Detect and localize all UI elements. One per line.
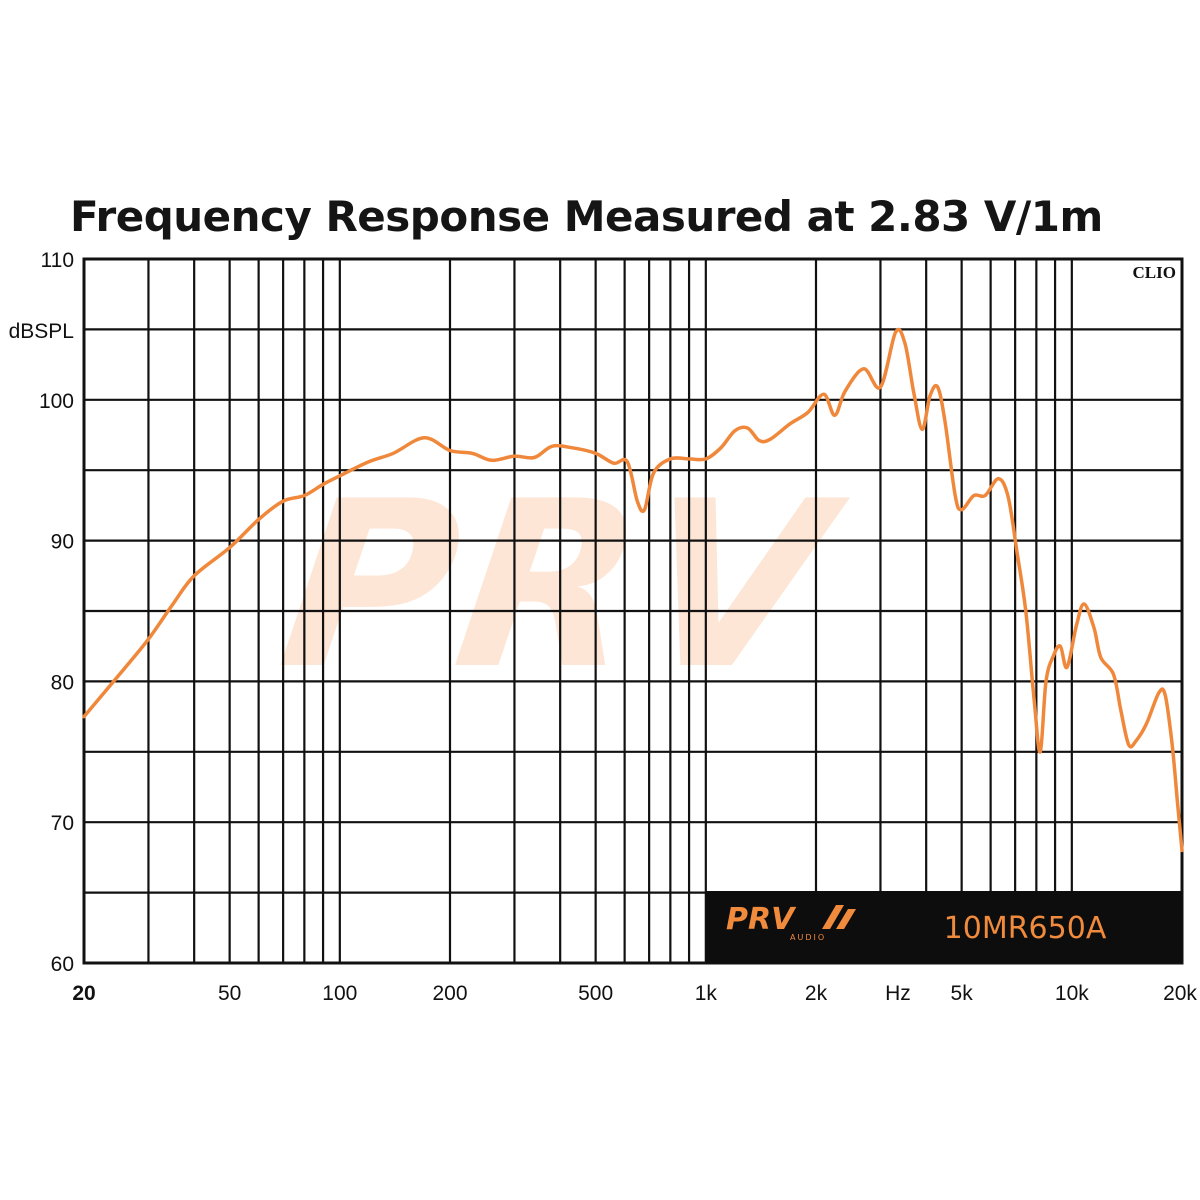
model-number: 10MR650A [944,911,1107,946]
y-tick-label: 70 [51,812,74,835]
x-tick-label: 20 [72,982,95,1005]
x-tick-label: 500 [578,982,613,1005]
model-panel-bg [706,891,1182,963]
x-tick-label: 200 [432,982,467,1005]
y-tick-label: 110 [41,249,74,272]
plot-grid [82,257,1184,965]
y-tick-label: 80 [51,671,74,694]
x-axis-unit-label: Hz [885,982,911,1005]
clio-mark: CLIO [1133,263,1176,282]
logo-main-text: PRV [726,902,797,937]
y-tick-label: 90 [51,531,74,554]
plot-frame [82,257,1184,965]
y-axis-label: dBSPL [9,320,74,343]
logo-sub-text: AUDIO [790,933,826,942]
y-tick-label: 60 [51,953,74,976]
x-tick-label: 10k [1055,982,1089,1005]
watermark: PRV [268,451,857,720]
chart-title: Frequency Response Measured at 2.83 V/1m [70,192,1103,241]
x-tick-label: 20k [1163,982,1197,1005]
x-tick-label: 1k [695,982,718,1005]
logo-slash-icon [822,905,856,929]
axis-labels: 60 70 80 90 100 110 20 50 100 200 500 1k 2k Hz 5k 10k 20… [39,249,1197,1005]
x-tick-label: 100 [322,982,357,1005]
y-tick-label: 100 [39,390,74,413]
x-tick-label: 50 [218,982,241,1005]
x-tick-label: 2k [805,982,828,1005]
x-tick-label: 5k [951,982,974,1005]
model-panel: PRV AUDIO 10MR650A [706,891,1182,963]
frequency-response-curve [82,327,1184,853]
prv-audio-logo: PRV AUDIO [726,902,856,942]
plot-series [82,327,1184,853]
